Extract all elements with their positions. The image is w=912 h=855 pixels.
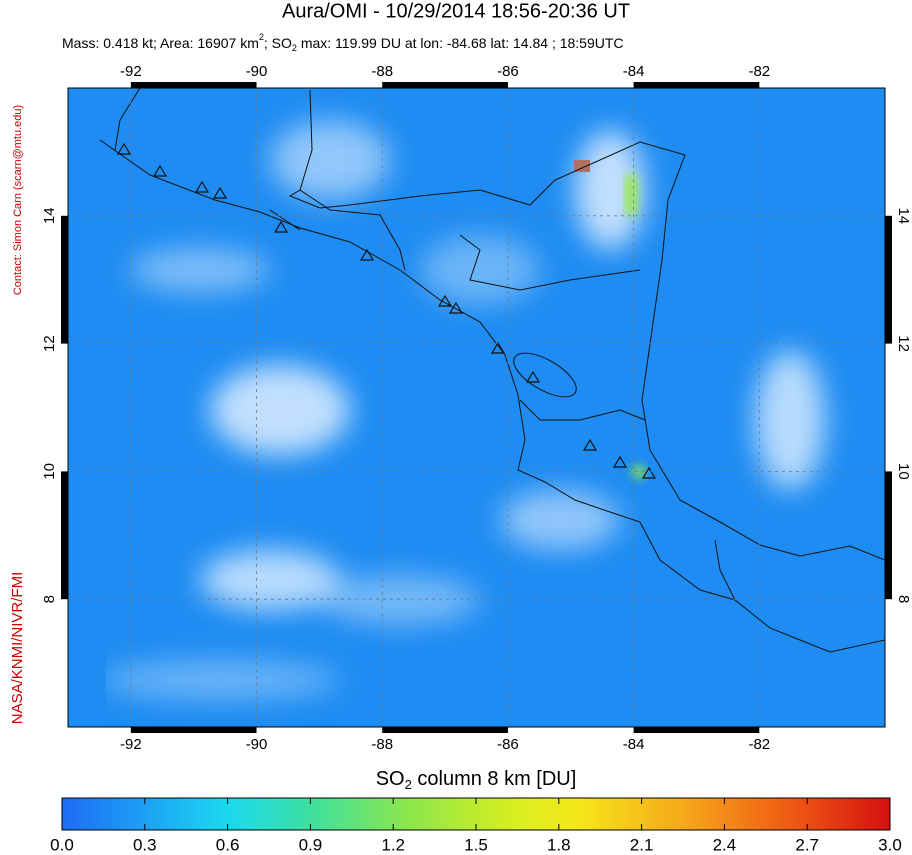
lon-frame-bar [382,727,508,733]
subtitle-part: Mass: 0.418 kt; Area: 16907 km [62,35,259,51]
lat-tick-label: 8 [895,595,912,603]
colorbar-tick-label: 2.7 [795,835,819,854]
colorbar-tick-label: 0.6 [216,835,240,854]
map [68,88,885,727]
lat-frame-bar [885,471,892,600]
credit: NASA/KNMI/NIVR/FMI [9,572,26,725]
subtitle-part: ; SO [264,35,292,51]
lon-tick-label: -82 [748,63,770,80]
caribbean-coast [114,88,885,561]
hotspots [625,175,646,478]
subtitle-part: max: 119.99 DU at lon: -84.68 lat: 14.84… [297,35,624,51]
map-background [68,88,885,727]
subtitle-sup: 2 [259,32,264,42]
lon-tick-label: -92 [120,736,142,753]
colorbar-tick-label: 2.1 [630,835,654,854]
lon-tick-label: -84 [623,63,645,80]
lon-tick-label: -90 [246,736,268,753]
lon-tick-label: -88 [371,736,393,753]
lon-tick-label: -84 [623,736,645,753]
title: Aura/OMI - 10/29/2014 18:56-20:36 UT [282,0,630,22]
lat-tick-label: 8 [41,595,58,603]
contact: Contact: Simon Carn (scarn@mtu.edu) [12,105,24,295]
borders [269,189,736,601]
lat-frame-bar [61,215,68,344]
colorbar-tick-label: 3.0 [878,835,902,854]
lake-nicaragua [513,352,577,398]
lat-tick-label: 10 [41,463,58,480]
lat-frame-bar [61,471,68,600]
lon-frame-bar [382,82,508,88]
lon-frame-bar [633,82,760,88]
colorbar-label: SO2 column 8 km [DU] [376,768,577,792]
lat-tick-label: 14 [895,207,912,224]
colorbar-label-part: column 8 km [DU] [412,768,576,790]
lon-tick-label: -86 [497,736,519,753]
lon-frame-bar [633,727,760,733]
swath-edge [68,88,106,727]
map-frame [67,87,886,728]
lon-tick-label: -86 [497,63,519,80]
colorbar-label-part: SO [376,768,405,790]
subtitle-sub: 2 [292,43,297,53]
clouds [100,120,825,700]
map-axes: -92 -92 -90 -90 -88 -88 -86 -86 -84 -84 -82 -82 8 8 10… [41,63,912,753]
lat-tick-label: 12 [895,335,912,352]
lon-tick-label: -92 [120,63,142,80]
so2-max-pixel [574,160,590,172]
lat-tick-label: 14 [41,207,58,224]
lat-tick-label: 10 [895,463,912,480]
colorbar-tick-label: 1.5 [464,835,488,854]
lon-tick-label: -82 [748,736,770,753]
colorbar-tick-label: 0.3 [133,835,157,854]
lon-frame-bar [130,727,257,733]
lon-tick-label: -90 [246,63,268,80]
colorbar-tick-label: 0.9 [299,835,323,854]
colorbar-tick-label: 2.4 [713,835,737,854]
lat-tick-label: 12 [41,335,58,352]
colorbar-tick-label: 1.8 [547,835,571,854]
colorbar-tick-label: 0.0 [50,835,74,854]
colorbar-tick-label: 1.2 [381,835,405,854]
colorbar-ticks: 0.0 0.3 0.6 0.9 1.2 1.5 1.8 2.1 2.4 2.7 3.0 [50,798,902,854]
lon-frame-bar [130,82,257,88]
colorbar-label-sub: 2 [405,777,412,792]
lat-frame-bar [885,215,892,344]
lon-tick-label: -88 [371,63,393,80]
subtitle: Mass: 0.418 kt; Area: 16907 km2; SO2 max… [62,32,624,53]
volcanoes [116,142,657,479]
